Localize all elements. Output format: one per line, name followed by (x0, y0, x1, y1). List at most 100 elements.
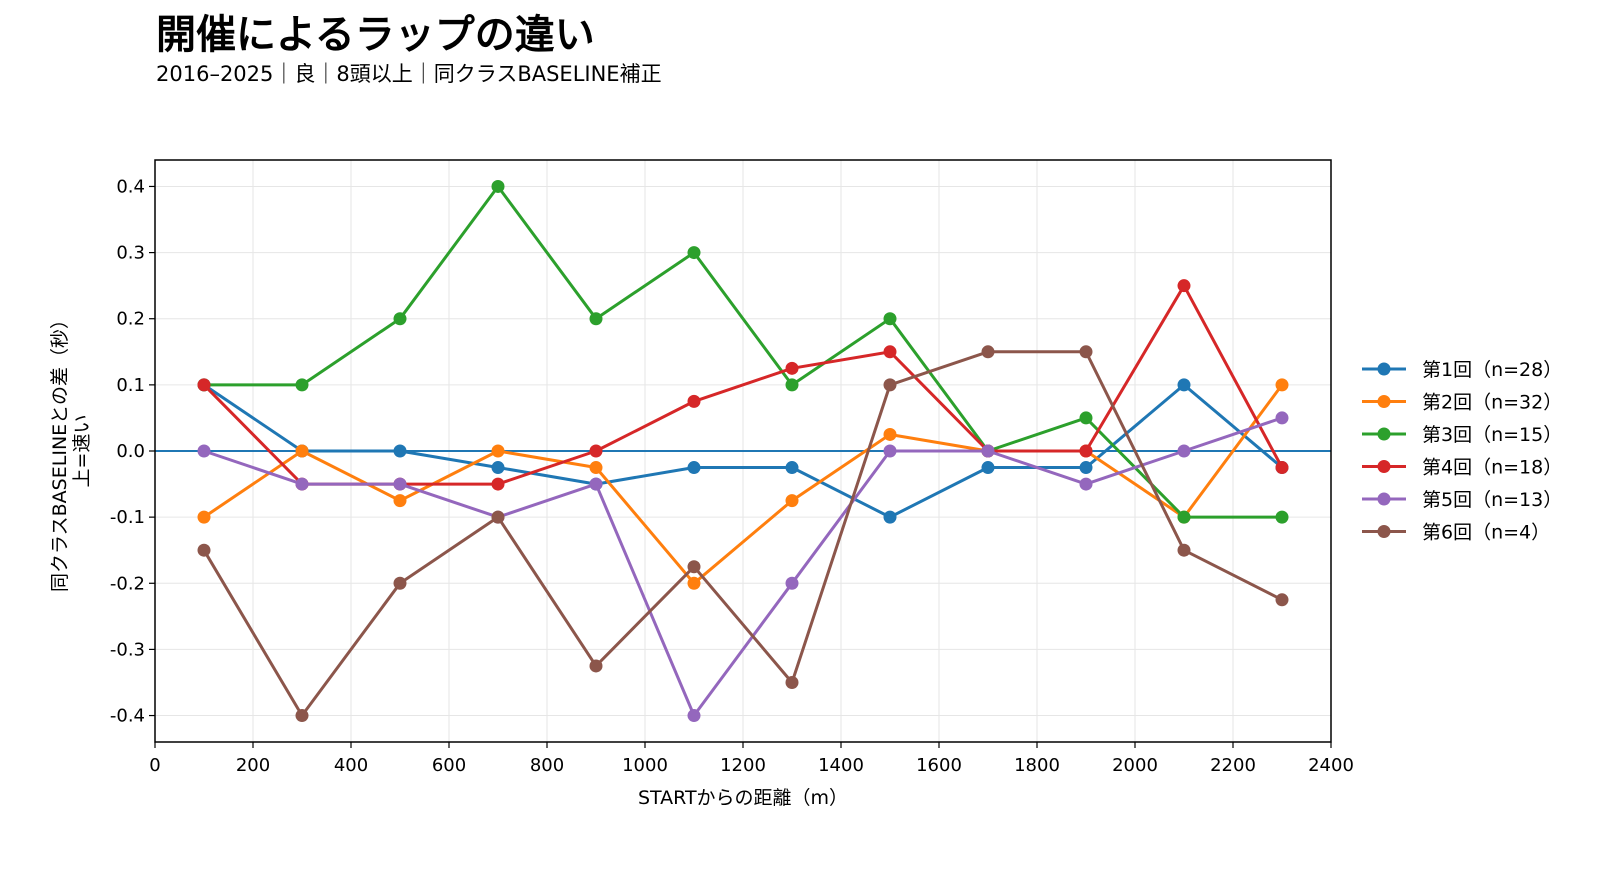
data-point (197, 543, 211, 557)
x-axis-label: STARTからの距離（m） (638, 787, 848, 809)
data-point (1079, 477, 1093, 491)
series-3 (197, 179, 1289, 524)
series-line (204, 185, 1282, 519)
data-point (981, 444, 995, 458)
data-point (197, 444, 211, 458)
data-point (1275, 411, 1289, 425)
x-tick-label: 600 (432, 755, 466, 776)
legend-label: 第3回（n=15） (1422, 424, 1562, 446)
y-axis-ticks: 0.4 0.3 0.2 0.1 0.0 -0.1 -0.2 -0.3 -0.4 (110, 176, 155, 727)
legend-marker (1377, 362, 1391, 376)
data-point (883, 378, 897, 392)
legend-label: 第2回（n=32） (1422, 392, 1562, 414)
data-point (1177, 510, 1191, 524)
data-point (785, 361, 799, 375)
data-point (393, 494, 407, 508)
data-point (883, 345, 897, 359)
data-point (687, 394, 701, 408)
x-tick-label: 400 (334, 755, 368, 776)
x-tick-label: 800 (530, 755, 564, 776)
series-line (203, 416, 1283, 717)
legend: 第1回（n=28） 第2回（n=32） 第3回（n=15） 第4回（n=18） 第5回（… (1362, 359, 1562, 544)
data-point (295, 378, 309, 392)
data-point (1275, 510, 1289, 524)
data-point (687, 709, 701, 723)
data-point (491, 444, 505, 458)
data-point (981, 461, 995, 475)
legend-label: 第5回（n=13） (1422, 489, 1562, 511)
legend-item: 第1回（n=28） (1362, 359, 1562, 381)
data-point (1079, 345, 1093, 359)
data-point (1275, 593, 1289, 607)
data-point (785, 461, 799, 475)
x-tick-label: 1800 (1014, 755, 1060, 776)
legend-item: 第6回（n=4） (1362, 522, 1550, 544)
data-point (295, 477, 309, 491)
legend-marker (1377, 427, 1391, 441)
data-point (1275, 461, 1289, 475)
x-axis-ticks: 0 200 400 600 800 1000 1200 1400 1600 1800 2000 220… (149, 742, 1354, 776)
x-tick-label: 2000 (1112, 755, 1158, 776)
x-tick-label: 0 (149, 755, 160, 776)
series-6 (197, 345, 1289, 723)
legend-item: 第4回（n=18） (1362, 457, 1562, 479)
data-point (1177, 279, 1191, 293)
data-point (589, 312, 603, 326)
data-point (785, 675, 799, 689)
series-line (202, 350, 1283, 717)
x-tick-label: 1200 (720, 755, 766, 776)
data-point (687, 560, 701, 574)
y-tick-label: -0.1 (110, 507, 145, 528)
legend-item: 第3回（n=15） (1362, 424, 1562, 446)
x-tick-label: 1600 (916, 755, 962, 776)
x-tick-label: 1000 (622, 755, 668, 776)
legend-item: 第5回（n=13） (1362, 489, 1562, 511)
data-point (1079, 461, 1093, 475)
data-point (1079, 444, 1093, 458)
data-point (1177, 378, 1191, 392)
y-tick-label: -0.2 (110, 573, 145, 594)
data-point (883, 312, 897, 326)
legend-label: 第6回（n=4） (1422, 522, 1550, 544)
chart-subtitle: 2016–2025｜良｜8頭以上｜同クラスBASELINE補正 (156, 62, 662, 86)
series-layer (197, 179, 1289, 723)
data-point (883, 444, 897, 458)
data-point (785, 494, 799, 508)
data-point (785, 576, 799, 590)
data-point (589, 477, 603, 491)
data-point (491, 461, 505, 475)
legend-marker (1377, 492, 1391, 506)
legend-marker (1377, 525, 1391, 538)
chart-title: 開催によるラップの違い (156, 12, 595, 58)
legend-marker (1377, 395, 1391, 408)
data-point (491, 179, 505, 193)
data-point (295, 444, 309, 458)
data-point (393, 312, 407, 326)
legend-label: 第1回（n=28） (1422, 359, 1562, 381)
data-point (1177, 543, 1191, 557)
x-tick-label: 2400 (1308, 755, 1354, 776)
data-point (393, 576, 407, 590)
data-point (589, 659, 603, 673)
y-tick-label: 0.4 (116, 176, 145, 197)
y-axis-label: 同クラスBASELINEとの差（秒） (49, 310, 71, 592)
data-point (393, 444, 407, 458)
data-point (1177, 444, 1191, 458)
data-point (589, 444, 603, 458)
y-tick-label: 0.2 (116, 309, 145, 330)
series-line (203, 384, 1284, 585)
data-point (1275, 378, 1289, 392)
data-point (491, 510, 505, 524)
data-point (883, 510, 897, 524)
data-point (883, 427, 897, 441)
legend-item: 第2回（n=32） (1362, 392, 1562, 414)
x-tick-label: 2200 (1210, 755, 1256, 776)
legend-label: 第4回（n=18） (1422, 457, 1562, 479)
data-point (981, 345, 995, 359)
y-tick-label: -0.4 (110, 706, 145, 727)
data-point (785, 378, 799, 392)
data-point (197, 378, 211, 392)
y-tick-label: -0.3 (110, 639, 145, 660)
data-point (491, 477, 505, 491)
